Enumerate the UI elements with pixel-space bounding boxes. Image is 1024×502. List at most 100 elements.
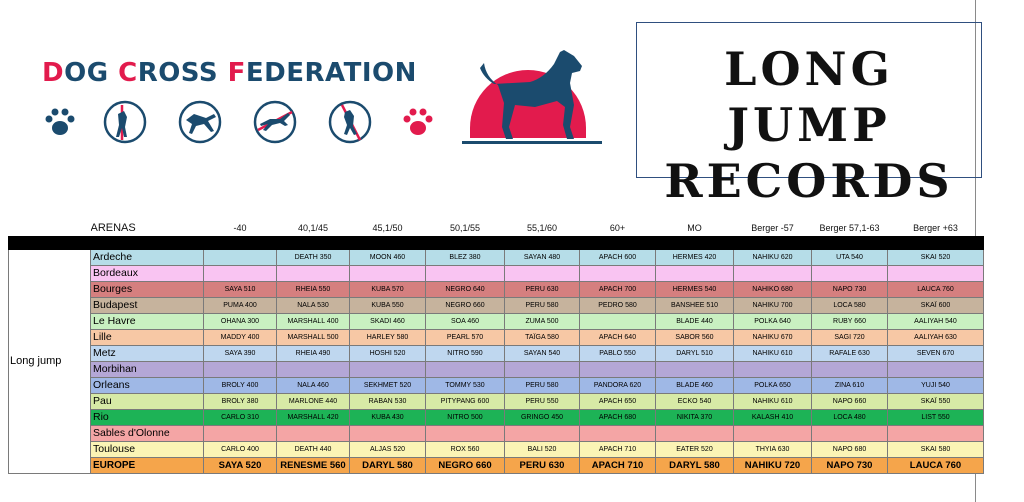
record-cell: SKAI 520	[887, 249, 984, 266]
table-row: Orleans BROLY 400 NALA 460 SEKHMET 520 TOMMY…	[9, 377, 984, 394]
record-cell: RHEIA 490	[276, 345, 350, 362]
table-row: Le Havre OHANA 300 MARSHALL 400 SKADI 460 SO…	[9, 313, 984, 330]
record-cell	[425, 425, 505, 442]
table-row: Bourges SAYA 510 RHEIA 550 KUBA 570 NEGRO 64…	[9, 281, 984, 298]
dog-logo-icon	[462, 50, 602, 144]
record-cell	[203, 265, 277, 282]
record-cell: PERU 630	[504, 281, 580, 298]
record-cell: ECKO 540	[655, 393, 734, 410]
header-separator-bar	[8, 236, 984, 250]
record-cell: PANDORA 620	[579, 377, 656, 394]
record-cell: MARSHALL 420	[276, 409, 350, 426]
column-header: Berger +63	[913, 222, 958, 233]
record-cell: SAYAN 540	[504, 345, 580, 362]
record-cell: DEATH 350	[276, 249, 350, 266]
paw-icon	[403, 108, 433, 135]
record-cell: KALASH 410	[733, 409, 812, 426]
record-cell	[504, 425, 580, 442]
record-cell	[276, 425, 350, 442]
europe-record-cell: NAHIKU 720	[733, 457, 812, 474]
record-cell: BLEZ 380	[425, 249, 505, 266]
table-row: Bordeaux	[9, 265, 984, 282]
record-cell: MOON 460	[349, 249, 426, 266]
record-cell: NAHIKU 610	[733, 345, 812, 362]
record-cell: SAYAN 480	[504, 249, 580, 266]
europe-record-cell: RENESME 560	[276, 457, 350, 474]
table-row: Sables d'Olonne	[9, 425, 984, 442]
record-cell	[655, 361, 734, 378]
record-cell: SAYA 510	[203, 281, 277, 298]
record-cell	[887, 425, 984, 442]
record-cell: PERU 550	[504, 393, 580, 410]
record-cell: ROX 560	[425, 441, 505, 458]
record-cell: YUJI 540	[887, 377, 984, 394]
record-cell: BROLY 400	[203, 377, 277, 394]
record-cell: NAPO 660	[811, 393, 888, 410]
record-cell	[276, 265, 350, 282]
record-cell	[203, 249, 277, 266]
record-cell: PEDRO 580	[579, 297, 656, 314]
record-cell: NIKITA 370	[655, 409, 734, 426]
record-cell: DEATH 440	[276, 441, 350, 458]
record-cell: LOCA 580	[811, 297, 888, 314]
records-table-body: ARENAS -40 40,1/45 45,1/50 50,1/55 55,1/60 60+…	[8, 220, 984, 474]
record-cell: PUMA 400	[203, 297, 277, 314]
record-cell	[579, 361, 656, 378]
record-cell: LIST 550	[887, 409, 984, 426]
logo-letter-c: C	[118, 58, 138, 88]
europe-record-cell: NAPO 730	[811, 457, 888, 474]
record-cell	[887, 265, 984, 282]
record-cell: NAHIKU 610	[733, 393, 812, 410]
record-cell	[733, 425, 812, 442]
discipline-icons	[45, 100, 433, 144]
europe-record-cell: LAUCA 760	[887, 457, 984, 474]
record-cell: NITRO 500	[425, 409, 505, 426]
record-cell: BROLY 380	[203, 393, 277, 410]
high-jump-icon	[328, 100, 372, 144]
record-cell: NALA 460	[276, 377, 350, 394]
arena-name: Toulouse	[90, 441, 204, 458]
record-cell: APACH 650	[579, 393, 656, 410]
europe-record-cell: PERU 630	[504, 457, 580, 474]
record-cell: KUBA 430	[349, 409, 426, 426]
record-cell: LAUCA 760	[887, 281, 984, 298]
title-line-1: LONG JUMP	[724, 42, 894, 152]
paw-icon	[45, 108, 75, 135]
europe-record-cell: DARYL 580	[349, 457, 426, 474]
arena-name: Ardeche	[90, 249, 204, 266]
table-header-row: ARENAS -40 40,1/45 45,1/50 50,1/55 55,1/60 60+…	[9, 220, 984, 237]
record-cell	[504, 361, 580, 378]
record-cell: SAGI 720	[811, 329, 888, 346]
record-cell: PITYPANG 600	[425, 393, 505, 410]
record-cell: HOSHI 520	[349, 345, 426, 362]
record-cell: RHEIA 550	[276, 281, 350, 298]
record-cell: NAHIKU 620	[733, 249, 812, 266]
arena-name: Pau	[90, 393, 204, 410]
record-cell: BLADE 440	[655, 313, 734, 330]
record-cell: POLKA 650	[733, 377, 812, 394]
record-cell: SOA 460	[425, 313, 505, 330]
federation-logo-text: DOG CROSS FEDERATION	[42, 58, 417, 88]
logo-word-og: OG	[64, 58, 119, 88]
record-cell: BALI 520	[504, 441, 580, 458]
record-cell: SAYA 390	[203, 345, 277, 362]
arena-name: Lille	[90, 329, 204, 346]
record-cell: LOCA 480	[811, 409, 888, 426]
record-cell: UTA 540	[811, 249, 888, 266]
record-cell: MARSHALL 400	[276, 313, 350, 330]
table-row: Morbihan	[9, 361, 984, 378]
record-cell	[811, 361, 888, 378]
record-cell: MARSHALL 500	[276, 329, 350, 346]
logo-letter-f: F	[227, 58, 246, 88]
arena-name: Bourges	[90, 281, 204, 298]
record-cell: PERU 580	[504, 297, 580, 314]
record-cell	[579, 313, 656, 330]
record-cell: APACH 640	[579, 329, 656, 346]
title-box: LONG JUMP RECORDS	[636, 22, 982, 208]
record-cell: PERU 580	[504, 377, 580, 394]
record-cell	[655, 265, 734, 282]
record-cell: NAHIKU 700	[733, 297, 812, 314]
record-cell: KUBA 550	[349, 297, 426, 314]
record-cell: POLKA 640	[733, 313, 812, 330]
record-cell: HARLEY 580	[349, 329, 426, 346]
